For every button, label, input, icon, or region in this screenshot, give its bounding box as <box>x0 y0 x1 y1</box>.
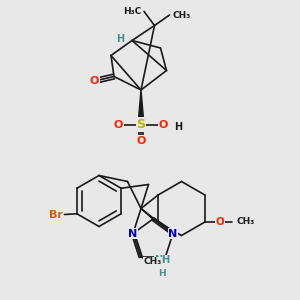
Text: H: H <box>116 34 124 44</box>
Text: NH: NH <box>154 255 170 265</box>
Text: O: O <box>215 217 224 227</box>
Text: H₃C: H₃C <box>123 7 141 16</box>
Text: N: N <box>128 229 138 238</box>
Text: O: O <box>90 76 99 86</box>
Text: H: H <box>158 269 166 278</box>
Polygon shape <box>138 90 144 124</box>
Text: CH₃: CH₃ <box>172 11 191 20</box>
Text: O: O <box>136 136 146 146</box>
Text: CH₃: CH₃ <box>144 257 162 266</box>
Text: H: H <box>174 122 183 133</box>
Text: N: N <box>168 229 178 238</box>
Text: O: O <box>159 119 168 130</box>
Text: S: S <box>136 118 146 131</box>
Text: O: O <box>114 119 123 130</box>
Text: CH₃: CH₃ <box>236 218 255 226</box>
Text: Br: Br <box>49 209 62 220</box>
